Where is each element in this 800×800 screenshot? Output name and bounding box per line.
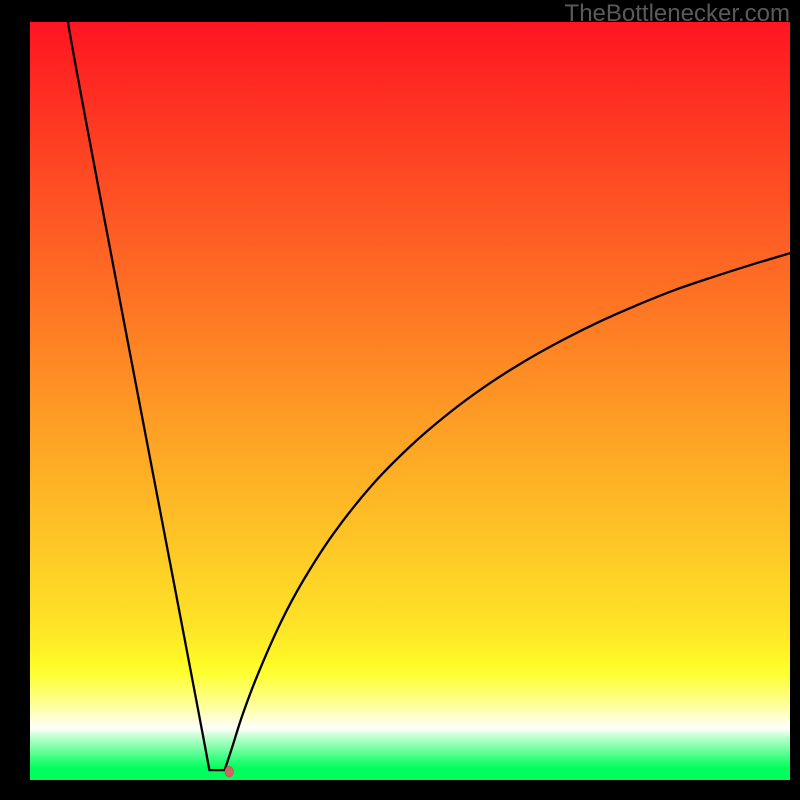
chart-frame: TheBottlenecker.com	[0, 0, 800, 800]
gradient-background	[30, 22, 790, 780]
bottleneck-chart	[30, 22, 790, 780]
watermark-label: TheBottlenecker.com	[565, 0, 790, 28]
optimum-marker	[225, 766, 233, 777]
